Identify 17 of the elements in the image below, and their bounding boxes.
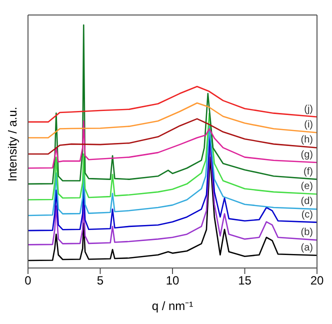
series-label: (e) — [300, 181, 313, 192]
y-axis-title: Intensity / a.u. — [5, 106, 20, 182]
x-tick-label: 20 — [310, 274, 324, 288]
series-label: (i) — [304, 120, 313, 131]
series-label: (a) — [300, 242, 313, 254]
series-label: (f) — [304, 166, 313, 178]
x-tick-label: 15 — [238, 274, 252, 288]
series-label: (j) — [304, 104, 313, 115]
x-tick-label: 5 — [96, 274, 104, 288]
x-tick-label: 10 — [166, 274, 180, 288]
series-label: (g) — [300, 150, 313, 161]
series-label: (d) — [300, 196, 313, 208]
series-label: (c) — [301, 209, 313, 220]
series-label: (h) — [300, 134, 313, 146]
series-label: (b) — [300, 227, 313, 238]
x-axis-title: q / nm⁻¹ — [152, 299, 194, 313]
x-tick-label: 0 — [24, 274, 32, 288]
